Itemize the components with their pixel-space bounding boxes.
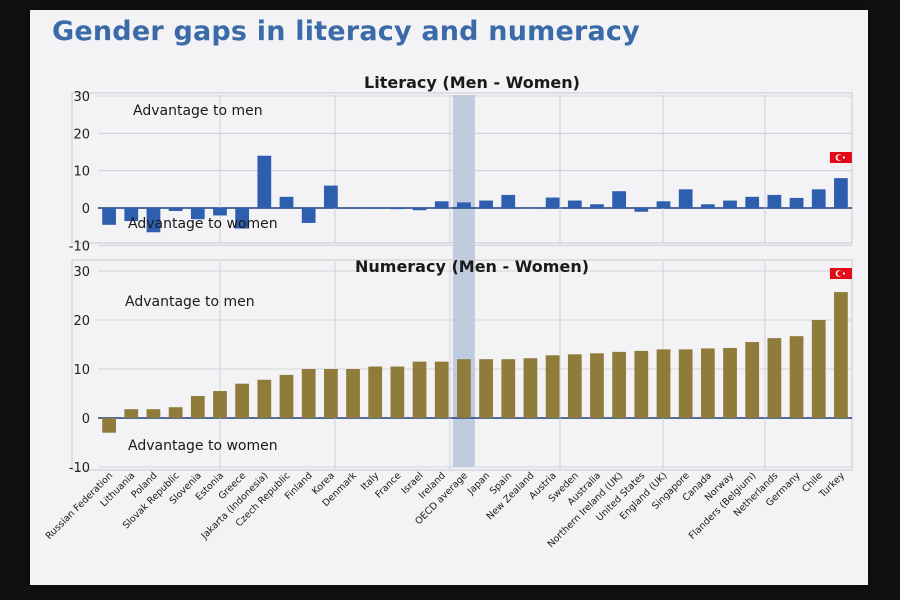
bar xyxy=(368,366,383,418)
bar xyxy=(612,191,627,208)
slide-title: Gender gaps in literacy and numeracy xyxy=(52,16,640,47)
bar xyxy=(124,409,139,418)
chart-frame xyxy=(71,92,853,244)
bar xyxy=(368,208,383,209)
bar xyxy=(346,208,360,209)
chart-frame xyxy=(71,259,853,471)
bar xyxy=(190,395,205,418)
bar xyxy=(834,178,848,208)
bar xyxy=(523,358,538,418)
bar xyxy=(634,208,649,212)
y-tick-label: 10 xyxy=(73,363,90,378)
gender-gap-charts: -10 0 10 20 30 Literacy (Men - Women) Advantag… xyxy=(44,73,853,550)
y-tick-label: 20 xyxy=(73,314,90,329)
bar xyxy=(235,383,250,418)
bar xyxy=(811,320,826,418)
bar xyxy=(301,208,316,223)
bar xyxy=(723,347,737,418)
bar xyxy=(257,379,272,418)
bar xyxy=(656,349,671,418)
slide: Gender gaps in literacy and numeracy -10… xyxy=(30,10,868,585)
bar xyxy=(523,208,538,209)
annotation-advantage-women: Advantage to women xyxy=(128,216,278,232)
annotation-advantage-men: Advantage to men xyxy=(125,294,255,310)
bar xyxy=(501,359,516,418)
bar xyxy=(257,155,272,208)
y-tick-label: 0 xyxy=(82,412,90,427)
y-tick-label: 10 xyxy=(73,165,90,180)
bar xyxy=(412,361,427,418)
annotation-advantage-men: Advantage to men xyxy=(133,103,263,119)
bar xyxy=(346,369,360,418)
chart-panel-numeracy: -10 0 10 20 30 Numeracy (Men - Women) Advantag… xyxy=(69,257,853,476)
bar xyxy=(190,208,205,220)
bar xyxy=(745,196,760,208)
bar xyxy=(767,338,782,418)
bar xyxy=(567,354,582,418)
bar xyxy=(590,353,604,418)
y-tick-label: -10 xyxy=(69,239,90,254)
bar xyxy=(700,348,715,418)
bar xyxy=(279,374,294,418)
bar xyxy=(235,208,250,229)
bar xyxy=(834,292,848,418)
bar xyxy=(590,204,604,208)
bar xyxy=(545,197,560,208)
bar xyxy=(479,359,493,418)
bar xyxy=(634,350,649,418)
bar xyxy=(323,185,338,208)
bar xyxy=(146,409,161,418)
bar xyxy=(146,208,161,233)
bar xyxy=(434,361,449,418)
bar xyxy=(390,366,405,418)
x-tick-label: Japan xyxy=(465,470,492,497)
bar xyxy=(723,200,737,208)
bar xyxy=(501,194,516,208)
annotation-advantage-women: Advantage to women xyxy=(128,438,278,454)
bar xyxy=(479,200,493,208)
bar xyxy=(567,200,582,208)
bar xyxy=(457,359,471,418)
chart-title: Literacy (Men - Women) xyxy=(364,73,580,92)
y-tick-label: 0 xyxy=(82,202,90,217)
bar xyxy=(612,351,627,418)
bar xyxy=(767,194,782,208)
bar xyxy=(412,208,427,211)
bar xyxy=(656,201,671,208)
bar xyxy=(434,201,449,208)
bar xyxy=(789,336,804,418)
chart-panel-literacy: -10 0 10 20 30 Literacy (Men - Women) Advantag… xyxy=(69,73,853,254)
turkey-flag-icon xyxy=(829,152,852,163)
bar xyxy=(213,208,227,216)
y-tick-label: -10 xyxy=(69,461,90,476)
bar xyxy=(301,369,316,418)
bar xyxy=(700,204,715,208)
bar xyxy=(124,208,139,222)
bar xyxy=(279,196,294,208)
bar xyxy=(102,418,116,433)
bar xyxy=(213,391,227,418)
turkey-flag-icon xyxy=(829,268,852,279)
bar xyxy=(789,197,804,208)
y-tick-label: 20 xyxy=(73,127,90,142)
y-tick-label: 30 xyxy=(73,265,90,280)
bar xyxy=(323,369,338,418)
bar xyxy=(745,342,760,418)
bar xyxy=(102,208,116,225)
y-tick-label: 30 xyxy=(73,90,90,105)
bar xyxy=(168,407,183,418)
bar xyxy=(457,202,471,208)
bar xyxy=(678,349,693,418)
bar xyxy=(545,355,560,418)
bar xyxy=(811,189,826,208)
bar xyxy=(168,208,183,211)
bar xyxy=(390,208,405,210)
bar xyxy=(678,189,693,208)
chart-title: Numeracy (Men - Women) xyxy=(355,257,589,276)
